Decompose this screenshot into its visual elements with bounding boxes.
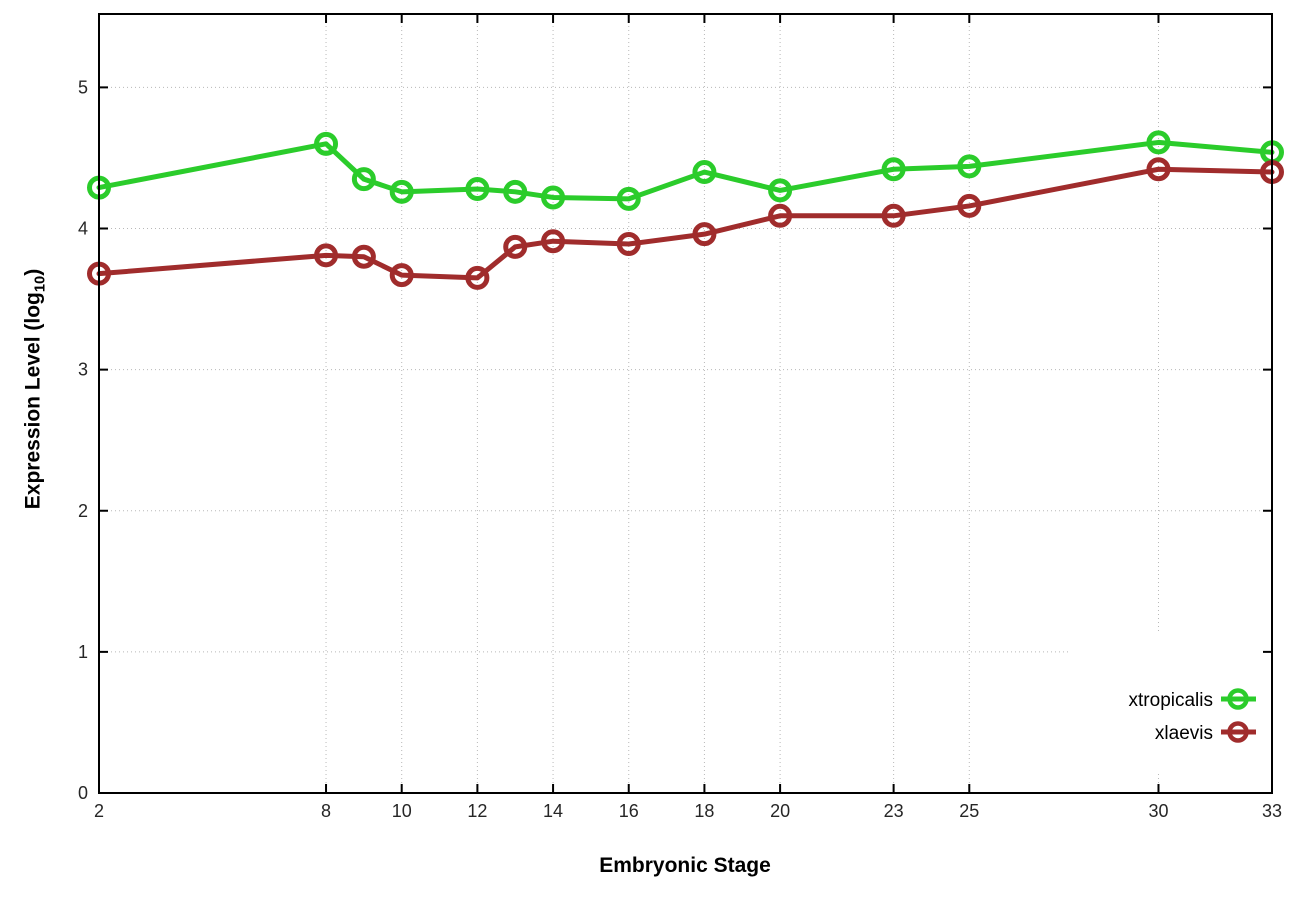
marker-xlaevis bbox=[314, 243, 339, 268]
marker-xtropicalis bbox=[1146, 130, 1171, 155]
marker-xtropicalis bbox=[768, 178, 793, 203]
marker-xlaevis bbox=[351, 244, 376, 269]
y-axis-title-close: ) bbox=[21, 268, 45, 276]
legend-label-xlaevis: xlaevis bbox=[1155, 723, 1213, 744]
marker-xlaevis bbox=[389, 263, 414, 288]
marker-xlaevis bbox=[692, 222, 717, 247]
x-tick-label: 33 bbox=[1262, 801, 1282, 821]
y-tick-label: 2 bbox=[78, 501, 88, 521]
x-tick-label: 23 bbox=[884, 801, 904, 821]
marker-xlaevis bbox=[503, 234, 528, 259]
x-tick-label: 12 bbox=[467, 801, 487, 821]
x-tick-label: 10 bbox=[392, 801, 412, 821]
legend-label-xtropicalis: xtropicalis bbox=[1129, 690, 1213, 711]
y-axis-title-text: Expression Level (log bbox=[21, 292, 45, 510]
legend-background bbox=[1071, 633, 1292, 772]
marker-xlaevis bbox=[1146, 157, 1171, 182]
marker-xtropicalis bbox=[465, 176, 490, 201]
legend-sample-marker-xlaevis bbox=[1227, 721, 1249, 743]
x-tick-label: 16 bbox=[619, 801, 639, 821]
y-axis-title: Expression Level (log10) bbox=[21, 269, 48, 509]
y-tick-label: 5 bbox=[78, 77, 88, 97]
x-axis-title: Embryonic Stage bbox=[599, 854, 771, 877]
series-line-xtropicalis bbox=[96, 139, 1275, 202]
marker-xlaevis bbox=[957, 193, 982, 218]
marker-xlaevis bbox=[541, 229, 566, 254]
marker-xlaevis bbox=[616, 232, 641, 257]
series-line-xlaevis bbox=[96, 166, 1275, 281]
plot-border bbox=[98, 13, 1273, 794]
y-tick-label: 3 bbox=[78, 360, 88, 380]
marker-xtropicalis bbox=[692, 160, 717, 185]
marker-xtropicalis bbox=[389, 179, 414, 204]
x-tick-label: 2 bbox=[94, 801, 104, 821]
x-tick-label: 20 bbox=[770, 801, 790, 821]
marker-xtropicalis bbox=[616, 186, 641, 211]
marker-xtropicalis bbox=[957, 154, 982, 179]
marker-xtropicalis bbox=[541, 185, 566, 210]
marker-xlaevis bbox=[768, 203, 793, 228]
x-tick-label: 25 bbox=[959, 801, 979, 821]
legend-sample-marker-xtropicalis bbox=[1227, 688, 1249, 710]
marker-xlaevis bbox=[881, 203, 906, 228]
marker-xtropicalis bbox=[314, 131, 339, 156]
x-tick-label: 18 bbox=[694, 801, 714, 821]
marker-xlaevis bbox=[465, 265, 490, 290]
marker-xtropicalis bbox=[503, 179, 528, 204]
marker-xtropicalis bbox=[881, 157, 906, 182]
x-tick-label: 14 bbox=[543, 801, 563, 821]
y-tick-label: 4 bbox=[78, 219, 88, 239]
marker-xtropicalis bbox=[351, 167, 376, 192]
y-tick-label: 0 bbox=[78, 783, 88, 803]
x-tick-label: 8 bbox=[321, 801, 331, 821]
x-tick-label: 30 bbox=[1148, 801, 1168, 821]
y-axis-title-subscript: 10 bbox=[32, 275, 49, 293]
y-tick-label: 1 bbox=[78, 642, 88, 662]
